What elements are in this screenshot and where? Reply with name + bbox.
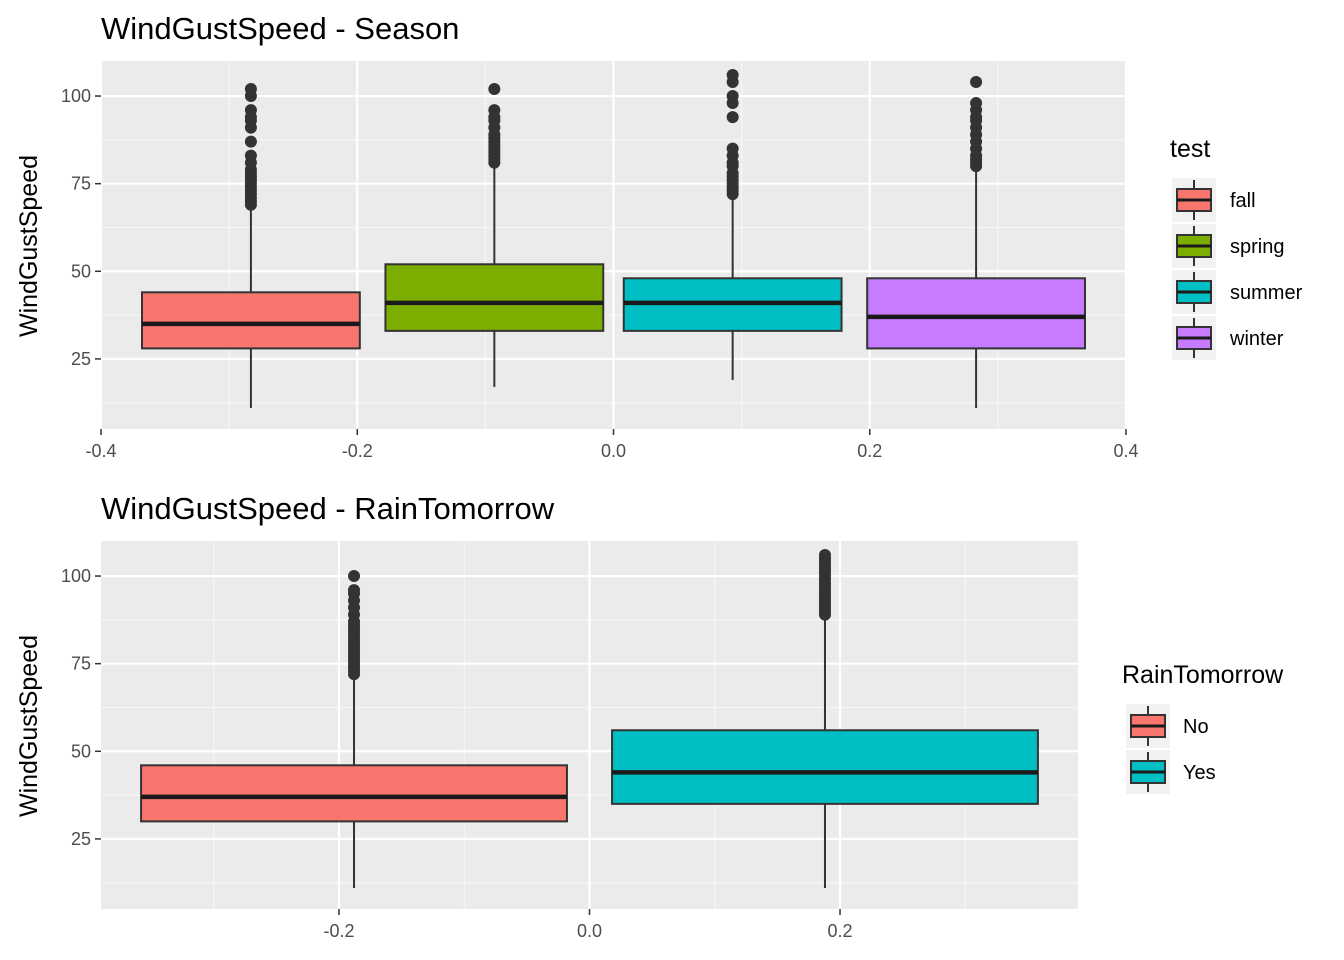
x-tick-label: -0.4 [85, 441, 116, 461]
legend-label: Yes [1183, 762, 1216, 784]
legend-item-winter: winter [1172, 316, 1284, 360]
box-No [140, 570, 568, 888]
chart-title: WindGustSpeed - RainTomorrow [101, 491, 555, 526]
legend-title: test [1170, 135, 1210, 163]
y-axis-label: WindGustSpeed [15, 635, 43, 817]
legend-label: summer [1230, 282, 1303, 304]
legend: test fall spring summer winter [1170, 135, 1303, 360]
legend-label: fall [1230, 190, 1256, 212]
outlier-point [818, 549, 831, 562]
x-tick-label: 0.4 [1113, 441, 1138, 461]
outlier-point [244, 135, 257, 148]
legend-title: RainTomorrow [1122, 661, 1284, 689]
outlier-point [726, 69, 739, 82]
outlier-point [244, 104, 257, 117]
box-winter [866, 76, 1086, 408]
chart-title: WindGustSpeed - Season [101, 11, 459, 46]
outlier-point [726, 111, 739, 124]
legend-label: winter [1229, 328, 1284, 350]
outlier-point [970, 97, 983, 110]
outlier-point [348, 584, 361, 597]
outlier-point [970, 76, 983, 89]
box-summer [622, 69, 843, 380]
box-fall [141, 83, 361, 408]
outlier-point [726, 142, 739, 155]
y-axis-label: WindGustSpeed [15, 155, 43, 337]
x-tick-label: 0.0 [577, 921, 602, 941]
outlier-point [348, 570, 361, 583]
y-tick-label: 75 [71, 654, 91, 674]
legend-item-No: No [1126, 704, 1209, 748]
legend-item-fall: fall [1172, 178, 1256, 222]
y-tick-label: 100 [61, 566, 91, 586]
box-Yes [611, 549, 1039, 888]
outlier-point [244, 149, 257, 162]
y-tick-label: 50 [71, 261, 91, 281]
outlier-point [244, 83, 257, 96]
legend-item-summer: summer [1172, 270, 1303, 314]
box-body [141, 291, 361, 350]
legend-label: No [1183, 716, 1209, 738]
plot-area: 25 50 75 100 -0.4 -0.2 0.0 0.2 0.4 [61, 61, 1139, 461]
x-tick-label: 0.2 [857, 441, 882, 461]
box-spring [384, 83, 605, 387]
y-tick-label: 25 [71, 829, 91, 849]
chart-panel-raintomorrow: WindGustSpeed - RainTomorrow WindGustSpe… [15, 491, 1284, 941]
x-tick-label: -0.2 [323, 921, 354, 941]
outlier-point [488, 83, 501, 96]
y-tick-label: 75 [71, 174, 91, 194]
box-body [866, 277, 1086, 350]
chart-panel-season: WindGustSpeed - Season WindGustSpeed 25 5… [15, 11, 1303, 461]
legend-label: spring [1230, 236, 1284, 258]
box-body [611, 729, 1039, 805]
outlier-point [488, 104, 501, 117]
box-body [384, 263, 605, 332]
x-tick-label: -0.2 [342, 441, 373, 461]
outlier-point [726, 90, 739, 103]
plot-area: 25 50 75 100 -0.2 0.0 0.2 [61, 541, 1078, 941]
x-tick-label: 0.2 [827, 921, 852, 941]
legend-item-spring: spring [1172, 224, 1284, 268]
y-tick-label: 50 [71, 741, 91, 761]
y-tick-label: 100 [61, 86, 91, 106]
legend: RainTomorrow No Yes [1122, 661, 1284, 794]
y-tick-label: 25 [71, 349, 91, 369]
legend-item-Yes: Yes [1126, 750, 1216, 794]
box-body [140, 764, 568, 823]
x-tick-label: 0.0 [601, 441, 626, 461]
